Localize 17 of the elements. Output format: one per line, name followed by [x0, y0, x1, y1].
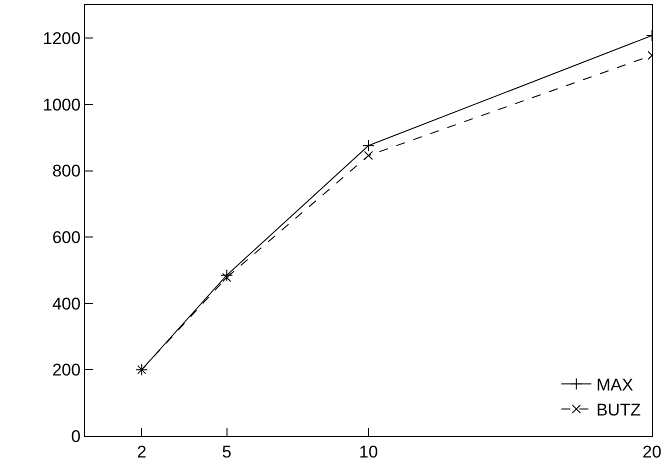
point: [222, 273, 232, 282]
y-tick-label: 600: [52, 228, 81, 248]
point: [362, 139, 375, 152]
x-tick-label: 2: [136, 442, 146, 462]
y-tick-label: 200: [52, 360, 81, 380]
y-tick-label: 1200: [42, 29, 81, 48]
y-tick-label: 800: [52, 162, 81, 181]
y-tick-label: 0: [71, 426, 81, 446]
legend-label: BUTZ: [596, 400, 641, 420]
x-tick-label: 20: [642, 442, 662, 462]
y-tick-label: 1000: [42, 95, 81, 114]
x-tick-label: 10: [359, 442, 378, 462]
x-tick-label: 5: [222, 442, 232, 462]
point: [364, 151, 373, 160]
point: [220, 269, 233, 282]
y-tick-label: 400: [52, 294, 81, 314]
legend-label: MAX: [596, 376, 634, 395]
